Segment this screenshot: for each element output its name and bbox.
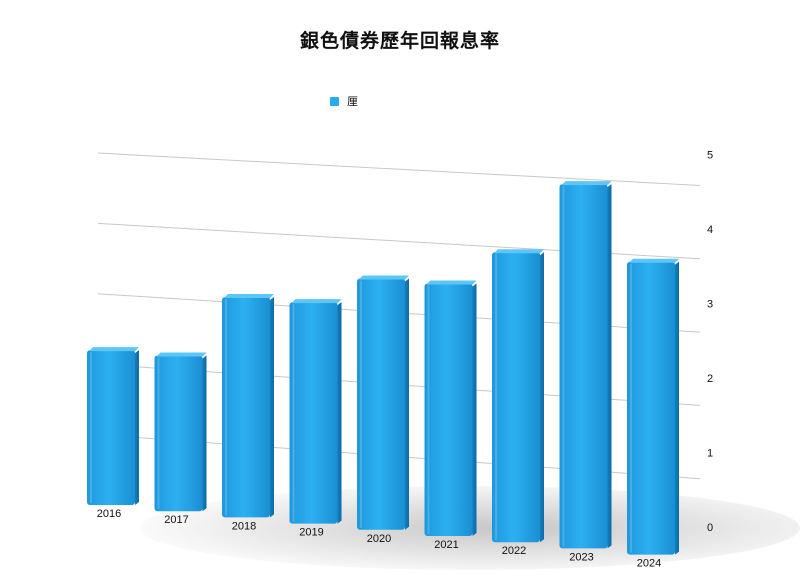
x-tick-label: 2024 [637, 558, 661, 570]
x-axis-ticks: 2016 2017 2018 2019 2020 2021 2022 2023 2024 [97, 508, 661, 570]
bar-top [359, 275, 409, 280]
bar-top [629, 258, 679, 263]
bar [87, 350, 135, 505]
gridline [97, 152, 701, 186]
bar-highlight [90, 352, 92, 503]
y-tick-label: 1 [707, 448, 713, 460]
bar-highlight [495, 254, 497, 541]
bar [222, 297, 270, 518]
bar-2016 [87, 347, 139, 505]
bar-side [540, 252, 544, 543]
bar-side [607, 184, 612, 549]
bar-highlight [630, 263, 632, 553]
bar [424, 283, 473, 536]
bar-highlight [360, 280, 362, 528]
bar-2024 [627, 258, 679, 555]
bar-top [291, 299, 342, 304]
bar-top [156, 352, 207, 357]
legend: 厘 [330, 93, 358, 109]
bar-side [135, 350, 139, 505]
x-tick-label: 2016 [97, 508, 121, 520]
bar-top [89, 347, 139, 352]
bar-highlight [292, 304, 295, 522]
bar-top [561, 181, 612, 186]
x-tick-label: 2023 [569, 551, 593, 563]
bar-side [337, 302, 342, 524]
y-tick-label: 5 [707, 150, 713, 162]
bar [154, 355, 203, 512]
bar-2023 [559, 181, 612, 549]
bar-side [405, 278, 409, 530]
bar-highlight [427, 285, 430, 534]
x-tick-label: 2022 [502, 545, 526, 557]
legend-label: 厘 [347, 95, 358, 108]
bars [87, 181, 679, 555]
chart-title: 銀色債券歷年回報息率 [299, 30, 500, 52]
bar [492, 252, 540, 543]
y-axis-ticks: 0 1 2 3 4 5 [707, 150, 713, 535]
bar-side [472, 283, 477, 536]
legend-swatch [330, 96, 339, 106]
bar-side [270, 296, 274, 518]
bar-side [675, 261, 679, 555]
bar-top [426, 280, 477, 285]
bar-2022 [492, 249, 544, 543]
bar [357, 278, 405, 530]
y-tick-label: 4 [707, 224, 713, 236]
bar-2018 [222, 293, 274, 518]
x-tick-label: 2021 [434, 539, 458, 551]
bar-side [202, 355, 207, 512]
y-tick-label: 2 [707, 373, 713, 385]
y-tick-label: 0 [707, 522, 713, 534]
x-tick-label: 2017 [164, 514, 188, 526]
x-tick-label: 2020 [367, 533, 391, 545]
bar-top [494, 249, 544, 254]
bar [627, 261, 675, 555]
bar [559, 184, 608, 549]
bar-2021 [424, 280, 477, 536]
bar-top [224, 293, 274, 298]
bar-2020 [357, 275, 409, 530]
bar-2017 [154, 352, 207, 512]
bar-highlight [562, 186, 565, 547]
bar-highlight [225, 299, 227, 516]
bar-2019 [289, 299, 342, 524]
y-tick-label: 3 [707, 299, 713, 311]
bar [289, 302, 338, 524]
x-tick-label: 2019 [299, 527, 323, 539]
x-tick-label: 2018 [232, 520, 256, 532]
bar-highlight [157, 357, 160, 510]
